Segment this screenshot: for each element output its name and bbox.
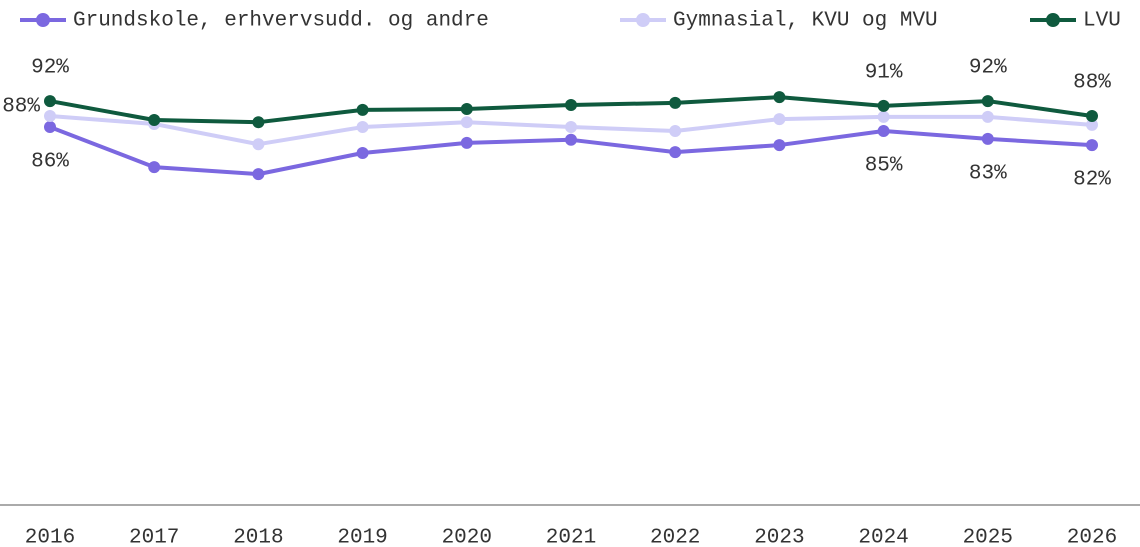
- x-tick-label: 2020: [442, 527, 492, 547]
- point: [981, 132, 994, 145]
- point: [44, 110, 56, 123]
- point: [148, 114, 161, 126]
- data-label: 91%: [865, 61, 903, 84]
- point: [44, 121, 56, 134]
- point: [669, 146, 682, 159]
- x-tick-label: 2025: [963, 527, 1013, 547]
- x-tick-label: 2017: [129, 527, 179, 547]
- point: [565, 121, 577, 134]
- point: [669, 96, 682, 109]
- x-tick-label: 2026: [1067, 527, 1117, 547]
- data-label: 82%: [1073, 169, 1111, 192]
- point: [252, 116, 265, 129]
- data-label: 88%: [2, 96, 40, 119]
- point: [877, 99, 890, 112]
- point: [877, 110, 890, 123]
- point: [356, 147, 369, 159]
- point: [356, 103, 369, 116]
- point: [669, 125, 682, 137]
- legend-marker: [1046, 13, 1060, 27]
- point: [148, 161, 161, 174]
- data-label: 83%: [969, 162, 1007, 185]
- data-label: 92%: [969, 57, 1007, 80]
- legend-marker: [36, 13, 50, 27]
- data-label: 92%: [31, 57, 69, 80]
- point: [460, 103, 473, 115]
- legend-label: LVU: [1083, 10, 1121, 33]
- x-tick-label: 2022: [650, 527, 700, 547]
- legend-label: Grundskole, erhvervsudd. og andre: [73, 10, 489, 33]
- data-label: 88%: [1073, 72, 1111, 95]
- point: [565, 99, 577, 112]
- point: [44, 95, 56, 108]
- x-tick-label: 2024: [858, 527, 908, 547]
- point: [773, 113, 786, 126]
- point: [1086, 139, 1098, 152]
- data-label: 85%: [865, 155, 903, 178]
- point: [981, 110, 994, 123]
- point: [460, 136, 473, 149]
- point: [1086, 110, 1098, 123]
- point: [252, 138, 265, 151]
- x-tick-label: 2019: [337, 527, 387, 547]
- point: [877, 125, 890, 137]
- x-tick-label: 2021: [546, 527, 596, 547]
- point: [773, 139, 786, 152]
- point: [1086, 118, 1098, 131]
- point: [981, 95, 994, 108]
- x-tick-label: 2016: [25, 527, 75, 547]
- x-tick-label: 2023: [754, 527, 804, 547]
- point: [565, 133, 577, 146]
- legend-marker: [636, 13, 650, 27]
- point: [773, 91, 786, 104]
- data-label: 86%: [31, 151, 69, 174]
- legend-label: Gymnasial, KVU og MVU: [673, 10, 938, 33]
- point: [252, 168, 265, 181]
- point: [460, 116, 473, 129]
- x-tick-label: 2018: [233, 527, 283, 547]
- point: [356, 121, 369, 134]
